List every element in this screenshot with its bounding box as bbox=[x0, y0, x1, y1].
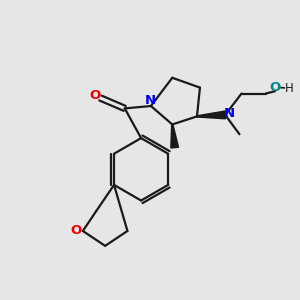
Polygon shape bbox=[171, 124, 178, 148]
Text: N: N bbox=[144, 94, 156, 107]
Text: H: H bbox=[285, 82, 293, 95]
Text: O: O bbox=[90, 88, 101, 101]
Text: O: O bbox=[71, 224, 82, 238]
Polygon shape bbox=[197, 111, 225, 119]
Text: N: N bbox=[224, 107, 235, 120]
Text: O: O bbox=[269, 81, 280, 94]
